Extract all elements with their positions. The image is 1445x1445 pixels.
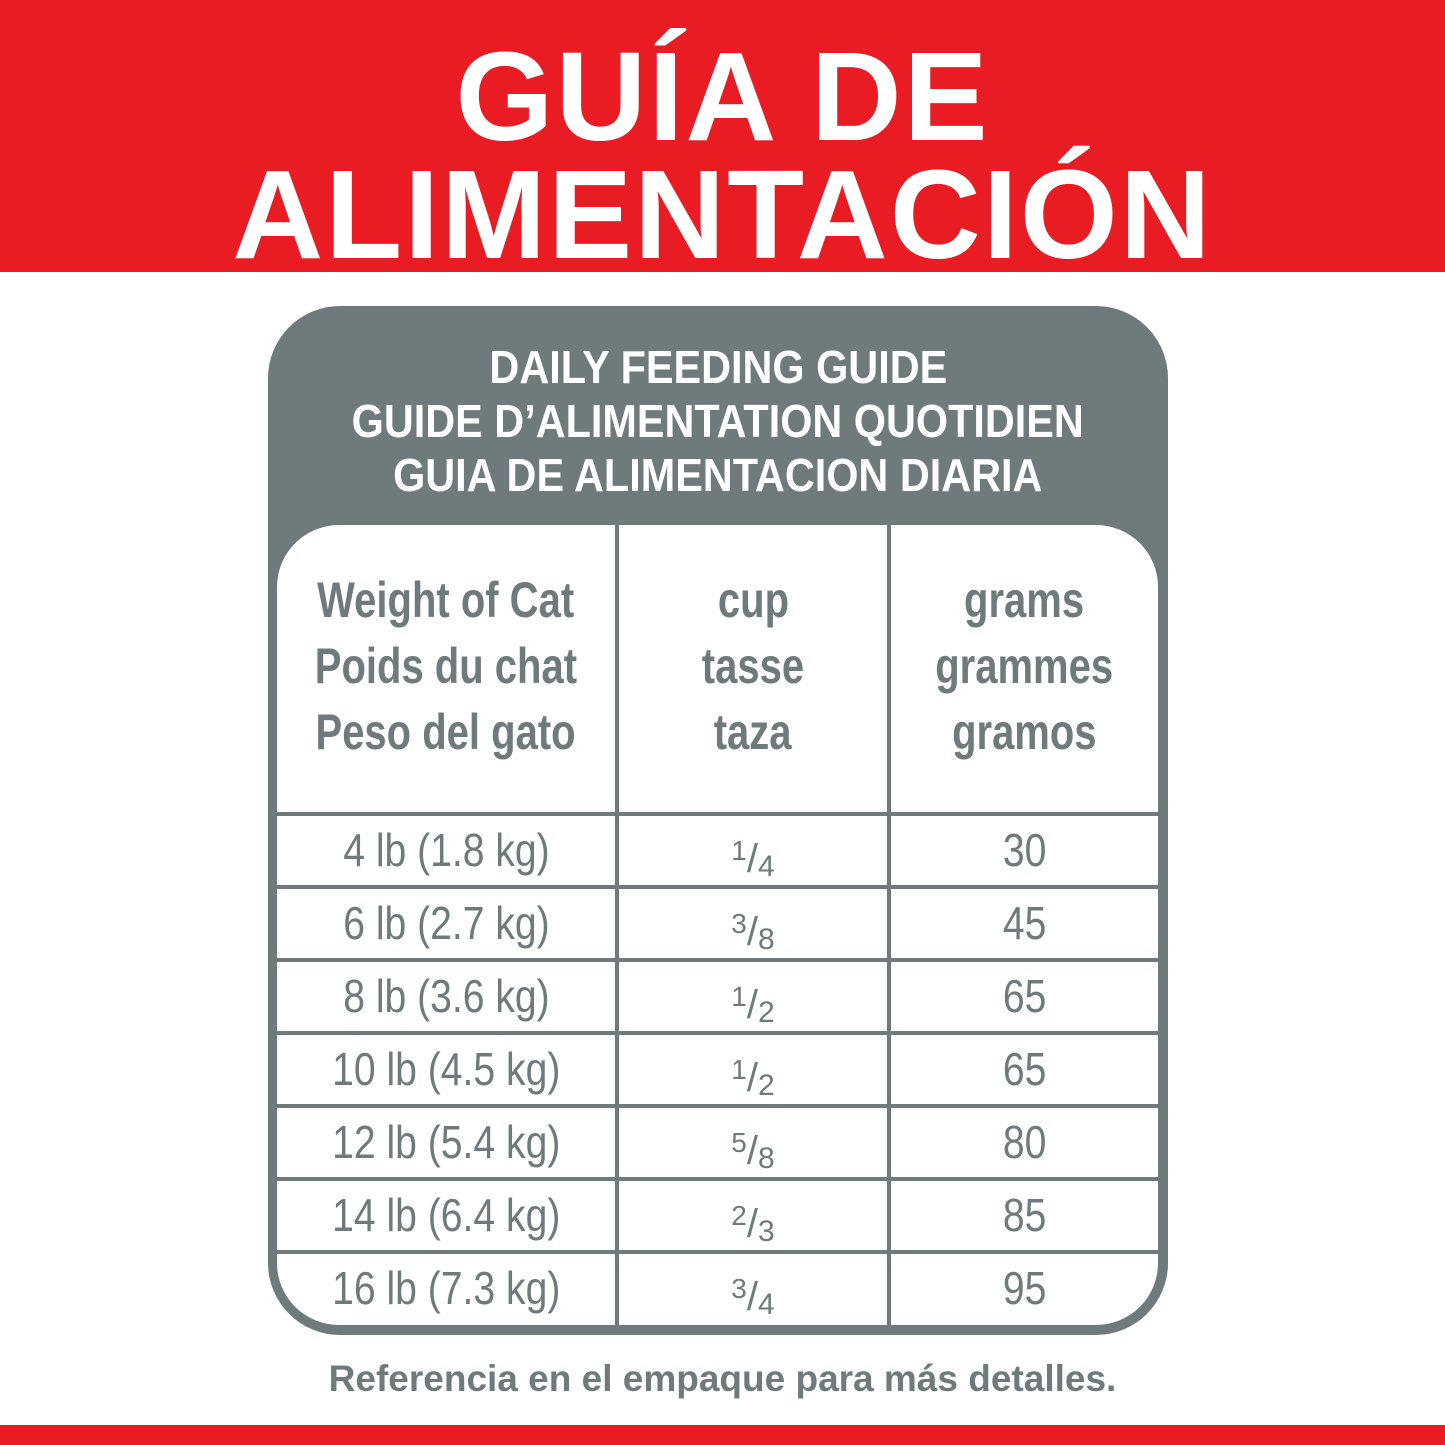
header-label: grammes bbox=[935, 638, 1114, 694]
weight-value: 6 lb (2.7 kg) bbox=[342, 897, 550, 949]
cup-cell: 3/8 bbox=[619, 887, 887, 976]
header-label: grams bbox=[964, 572, 1085, 628]
header-label: Peso del gato bbox=[315, 704, 577, 760]
bottom-bar bbox=[0, 1425, 1445, 1445]
cup-cell: 1/2 bbox=[619, 960, 887, 1049]
header-label: gramos bbox=[952, 704, 1097, 760]
fraction-slash: / bbox=[746, 983, 758, 1027]
row-divider bbox=[277, 885, 1158, 889]
row-divider bbox=[277, 1250, 1158, 1254]
row-divider bbox=[277, 812, 1158, 816]
cup-numerator: 1 bbox=[731, 835, 747, 866]
cup-numerator: 1 bbox=[731, 1054, 747, 1085]
fraction-slash: / bbox=[746, 837, 758, 881]
weight-cell: 8 lb (3.6 kg) bbox=[277, 960, 615, 1033]
weight-value: 14 lb (6.4 kg) bbox=[331, 1189, 561, 1241]
cup-denominator: 4 bbox=[758, 1288, 775, 1321]
fraction-slash: / bbox=[746, 1056, 758, 1100]
header-label: Poids du chat bbox=[314, 638, 578, 694]
feeding-table: Weight of Cat Poids du chat Peso del gato c… bbox=[277, 525, 1158, 1325]
grams-value: 65 bbox=[1002, 970, 1047, 1022]
cup-numerator: 3 bbox=[731, 1273, 747, 1304]
grams-cell: 45 bbox=[891, 887, 1158, 960]
cup-numerator: 5 bbox=[731, 1127, 747, 1158]
grams-value: 85 bbox=[1002, 1189, 1047, 1241]
cup-cell: 3/4 bbox=[619, 1252, 887, 1325]
cup-cell: 5/8 bbox=[619, 1106, 887, 1195]
grams-cell: 85 bbox=[891, 1179, 1158, 1252]
footer-note: Referencia en el empaque para más detall… bbox=[328, 1358, 1117, 1399]
header-label: tasse bbox=[701, 638, 805, 694]
cup-cell: 1/4 bbox=[619, 814, 887, 903]
weight-cell: 10 lb (4.5 kg) bbox=[277, 1033, 615, 1106]
banner-title-line2: ALIMENTACIÓN bbox=[232, 144, 1213, 285]
fraction-slash: / bbox=[746, 1129, 758, 1173]
weight-cell: 12 lb (5.4 kg) bbox=[277, 1106, 615, 1179]
title-banner: GUÍA DE ALIMENTACIÓN bbox=[0, 0, 1445, 278]
grams-cell: 80 bbox=[891, 1106, 1158, 1179]
cup-denominator: 3 bbox=[758, 1215, 775, 1248]
grams-value: 45 bbox=[1002, 897, 1047, 949]
weight-value: 12 lb (5.4 kg) bbox=[331, 1116, 561, 1168]
grams-cell: 95 bbox=[891, 1252, 1158, 1325]
grams-value: 30 bbox=[1002, 824, 1047, 876]
cup-numerator: 2 bbox=[731, 1200, 747, 1231]
weight-cell: 4 lb (1.8 kg) bbox=[277, 814, 615, 887]
weight-cell: 6 lb (2.7 kg) bbox=[277, 887, 615, 960]
guide-title-fr: GUIDE D’ALIMENTATION QUOTIDIEN bbox=[351, 395, 1085, 447]
fraction-slash: / bbox=[746, 910, 758, 954]
cup-denominator: 8 bbox=[758, 1142, 775, 1175]
cup-numerator: 3 bbox=[731, 908, 747, 939]
row-divider bbox=[277, 1031, 1158, 1035]
cup-cell: 1/2 bbox=[619, 1033, 887, 1122]
header-label: Weight of Cat bbox=[317, 572, 575, 628]
column-divider bbox=[887, 525, 891, 1325]
cup-cell: 2/3 bbox=[619, 1179, 887, 1268]
cup-denominator: 8 bbox=[758, 923, 775, 956]
grams-value: 95 bbox=[1002, 1262, 1047, 1314]
weight-value: 10 lb (4.5 kg) bbox=[331, 1043, 561, 1095]
weight-value: 4 lb (1.8 kg) bbox=[342, 824, 550, 876]
grams-value: 80 bbox=[1002, 1116, 1047, 1168]
header-grams: grams grammes gramos bbox=[891, 567, 1158, 765]
grams-cell: 65 bbox=[891, 1033, 1158, 1106]
row-divider bbox=[277, 958, 1158, 962]
fraction-slash: / bbox=[746, 1202, 758, 1246]
weight-value: 16 lb (7.3 kg) bbox=[331, 1262, 561, 1314]
fraction-slash: / bbox=[746, 1275, 758, 1319]
cup-denominator: 4 bbox=[758, 850, 775, 883]
row-divider bbox=[277, 1177, 1158, 1181]
cup-denominator: 2 bbox=[758, 996, 775, 1029]
weight-value: 8 lb (3.6 kg) bbox=[342, 970, 550, 1022]
guide-title-en: DAILY FEEDING GUIDE bbox=[489, 341, 947, 393]
weight-cell: 14 lb (6.4 kg) bbox=[277, 1179, 615, 1252]
cup-numerator: 1 bbox=[731, 981, 747, 1012]
column-divider bbox=[615, 525, 619, 1325]
guide-title-es: GUIA DE ALIMENTACION DIARIA bbox=[393, 449, 1043, 501]
header-cup: cup tasse taza bbox=[619, 567, 887, 765]
row-divider bbox=[277, 1104, 1158, 1108]
header-weight: Weight of Cat Poids du chat Peso del gato bbox=[277, 567, 615, 765]
cup-denominator: 2 bbox=[758, 1069, 775, 1102]
banner-title-line1: GUÍA DE bbox=[455, 26, 990, 167]
header-label: taza bbox=[714, 704, 792, 760]
header-label: cup bbox=[717, 572, 789, 628]
feeding-guide-card: DAILY FEEDING GUIDE GUIDE D’ALIMENTATION… bbox=[268, 306, 1168, 1335]
grams-cell: 30 bbox=[891, 814, 1158, 887]
grams-cell: 65 bbox=[891, 960, 1158, 1033]
grams-value: 65 bbox=[1002, 1043, 1047, 1095]
weight-cell: 16 lb (7.3 kg) bbox=[277, 1252, 615, 1325]
